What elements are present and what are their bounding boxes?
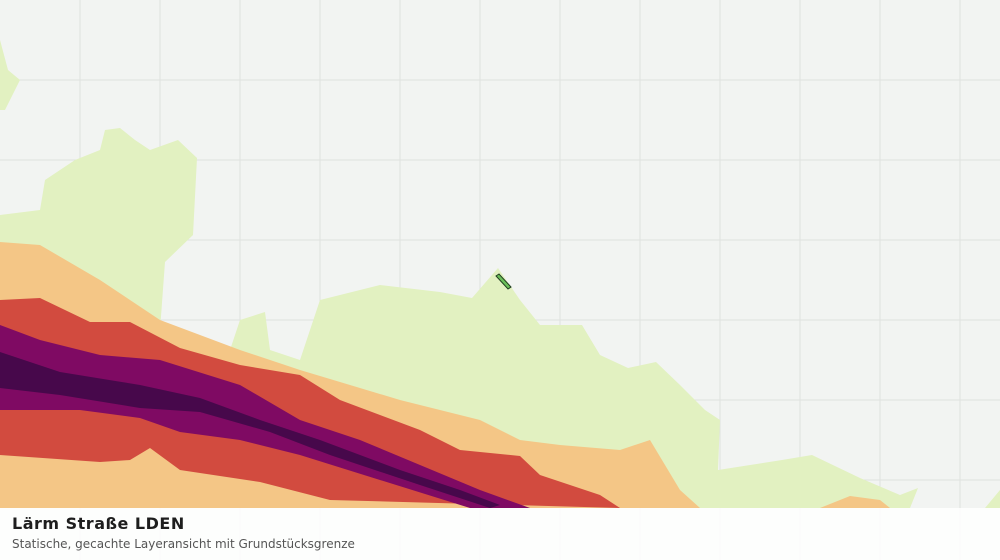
info-panel <box>0 508 1000 560</box>
parcel-boundary <box>495 273 512 290</box>
zone-65 <box>0 325 530 508</box>
noise-layer <box>0 40 1000 508</box>
zone-70 <box>0 352 500 508</box>
layer-subtitle: Statische, gecachte Layeransicht mit Gru… <box>12 537 355 551</box>
layer-title: Lärm Straße LDEN <box>12 514 185 533</box>
zone-60 <box>0 298 620 508</box>
